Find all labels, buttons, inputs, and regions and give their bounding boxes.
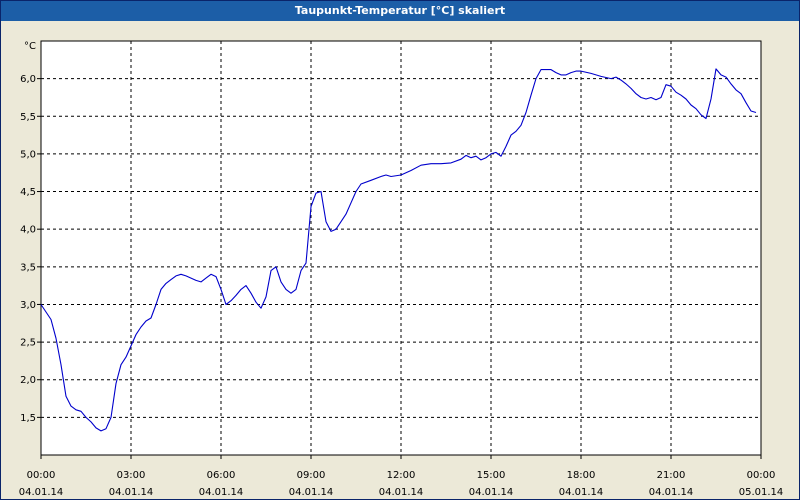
y-tick-label: 4,0: [20, 225, 36, 236]
y-tick-label: 2,5: [20, 338, 36, 349]
y-tick-label: 4,5: [20, 187, 36, 198]
y-axis-label: °C: [24, 41, 36, 52]
y-tick-label: 3,5: [20, 262, 36, 273]
y-tick-label: 2,0: [20, 375, 36, 386]
x-tick-date-label: 05.01.14: [739, 487, 784, 498]
y-tick-label: 5,0: [20, 149, 36, 160]
x-tick-date-label: 04.01.14: [649, 487, 694, 498]
x-tick-date-label: 04.01.14: [289, 487, 334, 498]
x-tick-date-label: 04.01.14: [19, 487, 64, 498]
x-tick-date-label: 04.01.14: [379, 487, 424, 498]
x-tick-time-label: 09:00: [297, 470, 326, 481]
x-tick-date-label: 04.01.14: [109, 487, 154, 498]
x-tick-time-label: 15:00: [477, 470, 506, 481]
line-chart: 1,5 2,0 2,5 3,0 3,5 4,0 4,5 5,0 5,5 6,0 °C 00:00 04.…: [19, 40, 784, 498]
x-tick-date-label: 04.01.14: [559, 487, 604, 498]
x-tick-time-label: 00:00: [27, 470, 56, 481]
x-tick-time-label: 00:00: [747, 470, 776, 481]
y-tick-label: 5,5: [20, 112, 36, 123]
x-tick-date-label: 04.01.14: [199, 487, 244, 498]
y-tick-label: 6,0: [20, 74, 36, 85]
x-tick-time-label: 03:00: [117, 470, 146, 481]
window-title: Taupunkt-Temperatur [°C] skaliert: [1, 1, 799, 21]
y-tick-label: 1,5: [20, 413, 36, 424]
x-tick-time-label: 06:00: [207, 470, 236, 481]
series-line: [40, 68, 757, 432]
x-tick-time-label: 12:00: [387, 470, 416, 481]
x-tick-time-label: 18:00: [567, 470, 596, 481]
x-tick-time-label: 21:00: [657, 470, 686, 481]
y-tick-label: 3,0: [20, 300, 36, 311]
plot-frame: [40, 40, 762, 456]
x-tick-date-label: 04.01.14: [469, 487, 514, 498]
